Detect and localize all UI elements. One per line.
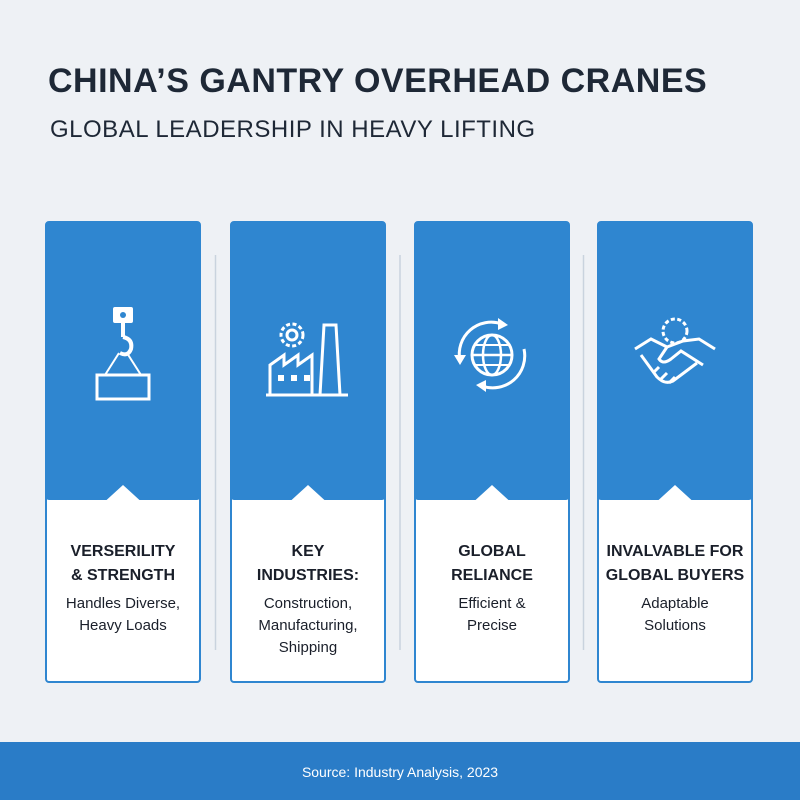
card-top xyxy=(231,222,385,500)
card-description: Construction, xyxy=(264,595,352,612)
card-description: Efficient & xyxy=(458,595,525,612)
card-notch xyxy=(291,485,325,501)
card-top xyxy=(598,222,752,500)
footer-source: Source: Industry Analysis, 2023 xyxy=(302,764,498,780)
footer-band xyxy=(0,742,800,800)
card-title: KEY xyxy=(292,543,325,560)
card-title: & STRENGTH xyxy=(71,567,175,584)
card-description: Shipping xyxy=(279,639,337,656)
card-title: RELIANCE xyxy=(451,567,533,584)
card-title: INDUSTRIES: xyxy=(257,567,359,584)
card-description: Handles Diverse, xyxy=(66,595,180,612)
card-title: INVALVABLE FOR xyxy=(607,543,744,560)
card-notch xyxy=(106,485,140,501)
card-icon xyxy=(266,322,348,397)
card: VERSERILITY & STRENGTH Handles Diverse, Hea… xyxy=(45,221,201,683)
cards: VERSERILITY & STRENGTH Handles Diverse, Hea… xyxy=(45,221,753,683)
card: INVALVABLE FOR GLOBAL BUYERS Adaptable Solu… xyxy=(597,221,753,683)
card: GLOBAL RELIANCE Efficient & Precise xyxy=(414,221,570,683)
card-description: Manufacturing, xyxy=(258,617,357,634)
card-notch xyxy=(658,485,692,501)
card-description: Adaptable xyxy=(641,595,709,612)
card-top xyxy=(46,222,200,500)
card-title: GLOBAL BUYERS xyxy=(606,567,745,584)
card-description: Heavy Loads xyxy=(79,617,167,634)
card-icon xyxy=(95,307,151,401)
card-notch xyxy=(475,485,509,501)
card-top xyxy=(415,222,569,500)
card-title: GLOBAL xyxy=(458,543,526,560)
card-description: Precise xyxy=(467,617,517,634)
card-description: Solutions xyxy=(644,617,706,634)
card-icon xyxy=(634,317,716,385)
title: CHINA’S GANTRY OVERHEAD CRANES xyxy=(48,62,707,100)
subtitle: GLOBAL LEADERSHIP IN HEAVY LIFTING xyxy=(50,116,536,143)
card-icon xyxy=(454,318,527,392)
card-title: VERSERILITY xyxy=(71,543,176,560)
card: KEY INDUSTRIES: Construction, Manufacturing… xyxy=(230,221,386,683)
